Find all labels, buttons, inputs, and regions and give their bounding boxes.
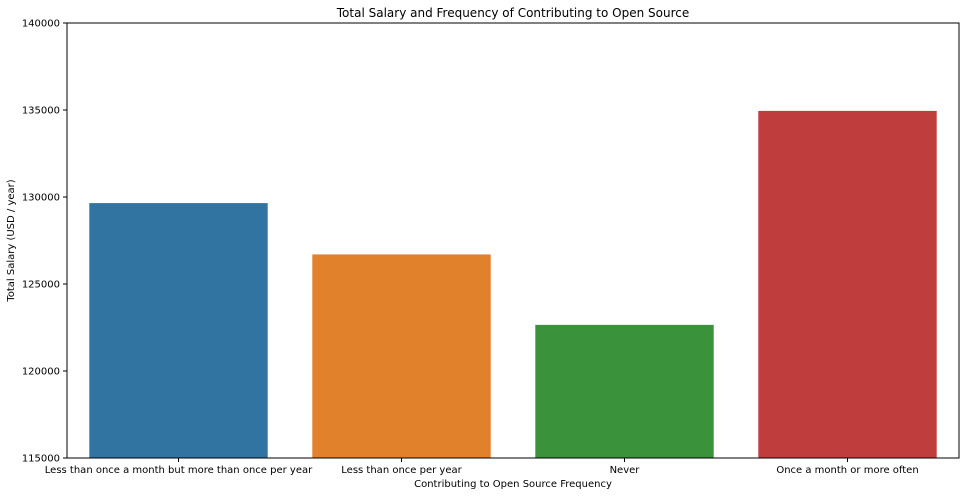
bar-3 — [535, 324, 714, 458]
x-tick-label: Never — [610, 465, 641, 476]
x-axis-ticks: Less than once a month but more than onc… — [45, 458, 919, 476]
x-tick-label: Less than once a month but more than onc… — [45, 465, 313, 476]
plot-frame — [66, 22, 960, 459]
y-tick-label: 120000 — [22, 367, 60, 378]
x-axis-label: Contributing to Open Source Frequency — [414, 479, 612, 490]
y-tick-label: 135000 — [22, 106, 60, 117]
x-tick-label: Less than once per year — [341, 465, 462, 476]
y-tick-label: 140000 — [22, 19, 60, 30]
bar-1 — [89, 203, 268, 458]
bars-group — [89, 110, 937, 459]
chart-title: Total Salary and Frequency of Contributi… — [336, 6, 689, 20]
y-axis-ticks: 115000 120000 125000 130000 135000 140000 — [22, 19, 67, 465]
bar-2 — [312, 254, 491, 458]
bar-4 — [758, 110, 937, 459]
y-tick-label: 125000 — [22, 280, 60, 291]
x-tick-label: Once a month or more often — [776, 465, 918, 476]
y-axis-label: Total Salary (USD / year) — [6, 179, 17, 302]
y-tick-label: 130000 — [22, 193, 60, 204]
y-tick-label: 115000 — [22, 454, 60, 465]
